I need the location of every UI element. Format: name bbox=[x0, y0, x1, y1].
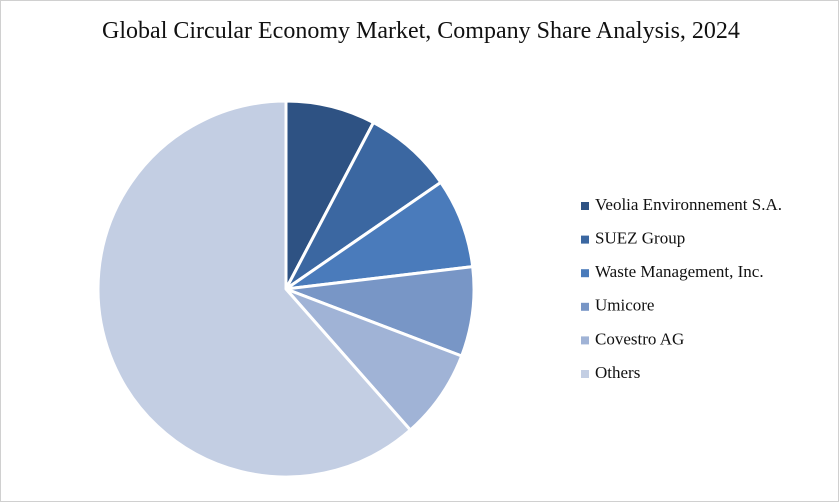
legend-label: Umicore bbox=[595, 296, 654, 315]
chart-title: Global Circular Economy Market, Company … bbox=[102, 18, 740, 44]
legend-swatch bbox=[581, 336, 589, 345]
legend-label: Waste Management, Inc. bbox=[595, 262, 764, 281]
legend-label: Covestro AG bbox=[595, 329, 684, 348]
legend-label: Others bbox=[595, 363, 640, 382]
pie-slice bbox=[96, 99, 412, 479]
legend-label: Veolia Environnement S.A. bbox=[595, 195, 782, 214]
legend-swatch bbox=[581, 269, 589, 278]
legend-swatch bbox=[581, 235, 589, 244]
legend-swatch bbox=[581, 202, 589, 210]
legend-label: SUEZ Group bbox=[595, 229, 685, 248]
legend-swatch bbox=[581, 302, 589, 311]
legend-swatch bbox=[581, 370, 589, 378]
